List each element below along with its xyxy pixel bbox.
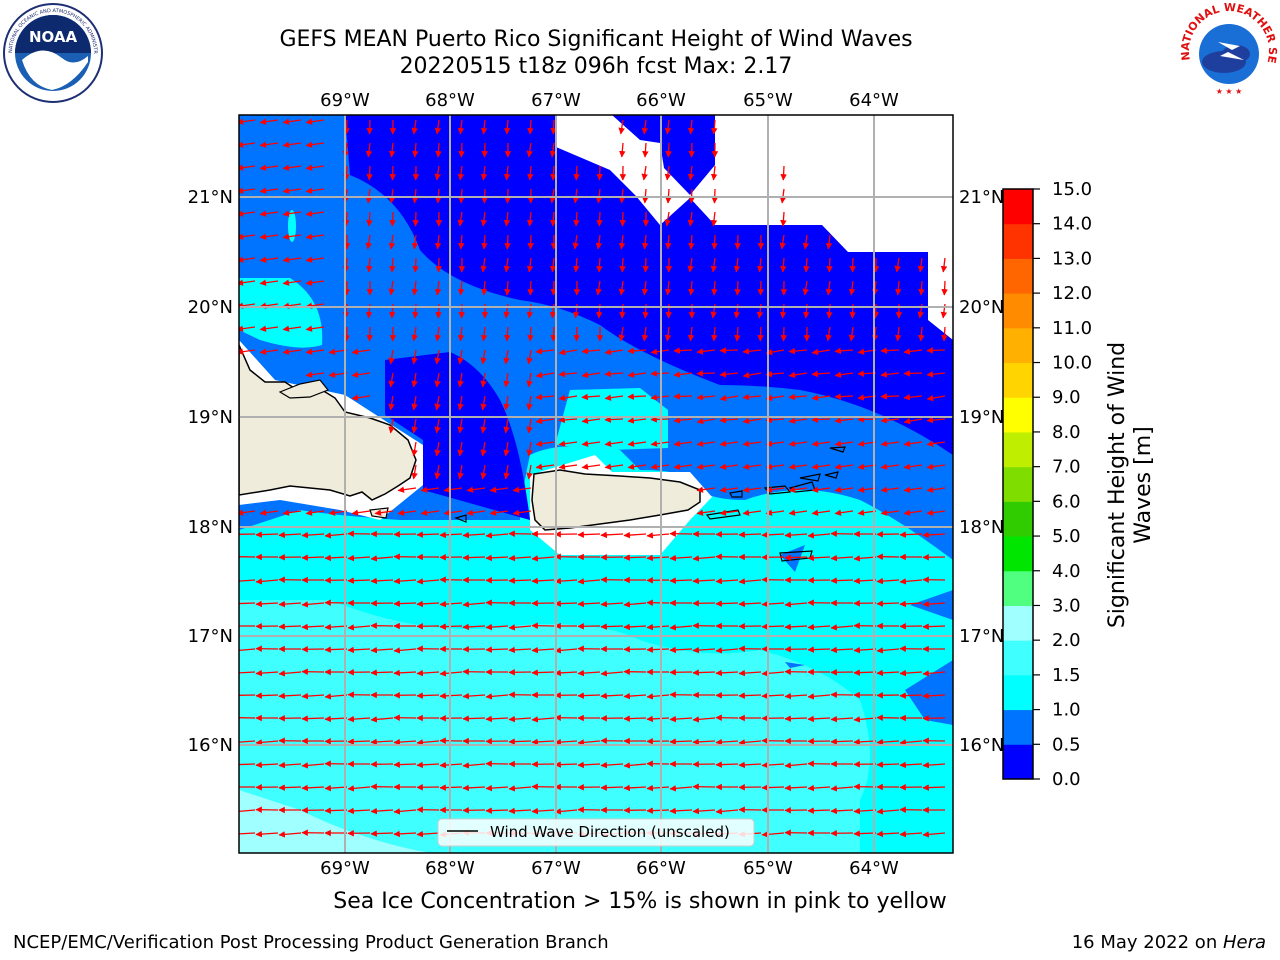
lon-label-top-1: 68°W bbox=[425, 90, 475, 111]
legend-label: Wind Wave Direction (unscaled) bbox=[490, 823, 730, 841]
lat-label-right-1: 20°N bbox=[959, 297, 1004, 318]
colorbar-tick-0: 0.0 bbox=[1052, 769, 1081, 790]
lon-label-bottom-3: 66°W bbox=[636, 858, 686, 879]
colorbar-tick-14: 12.0 bbox=[1052, 283, 1092, 304]
vieques-island bbox=[705, 509, 741, 520]
map-gridlines bbox=[239, 115, 953, 853]
colorbar-tick-4: 2.0 bbox=[1052, 630, 1081, 651]
map-frame bbox=[238, 114, 954, 854]
colorbar-segment-1 bbox=[1003, 709, 1033, 745]
colorbar-segment-14 bbox=[1003, 258, 1033, 294]
lat-label-left-2: 19°N bbox=[188, 407, 233, 428]
colorbar-segment-4 bbox=[1003, 605, 1033, 641]
colorbar-label-line1: Significant Height of Wind bbox=[1105, 342, 1130, 628]
footer-date-text: 16 May 2022 on bbox=[1071, 932, 1223, 953]
colorbar-segment-3 bbox=[1003, 640, 1033, 676]
lon-label-bottom-2: 67°W bbox=[531, 858, 581, 879]
map-legend: Wind Wave Direction (unscaled) bbox=[437, 818, 755, 847]
sea-ice-note: Sea Ice Concentration > 15% is shown in … bbox=[333, 889, 947, 914]
colorbar-tick-10: 8.0 bbox=[1052, 422, 1081, 443]
lon-label-bottom-5: 64°W bbox=[849, 858, 899, 879]
lat-label-right-3: 18°N bbox=[959, 517, 1004, 538]
noaa-logo: NOAA NATIONAL OCEANIC AND ATMOSPHERIC AD… bbox=[2, 2, 103, 103]
lon-label-top-2: 67°W bbox=[531, 90, 581, 111]
colorbar-label-line2: Waves [m] bbox=[1131, 426, 1156, 543]
nws-logo: NATIONAL WEATHER SERVICE ★ ★ ★ bbox=[1178, 2, 1279, 101]
colorbar-tick-5: 3.0 bbox=[1052, 595, 1081, 616]
svg-text:★ ★ ★: ★ ★ ★ bbox=[1216, 87, 1243, 96]
colorbar-segment-5 bbox=[1003, 570, 1033, 606]
chart-title-line2: 20220515 t18z 096h fcst Max: 2.17 bbox=[399, 54, 793, 79]
colorbar-segment-7 bbox=[1003, 501, 1033, 537]
colorbar-segment-8 bbox=[1003, 466, 1033, 502]
colorbar-segment-12 bbox=[1003, 327, 1033, 364]
colorbar-segment-15 bbox=[1003, 223, 1033, 259]
lat-label-right-0: 21°N bbox=[959, 187, 1004, 208]
colorbar-tick-15: 13.0 bbox=[1052, 248, 1092, 269]
footer-host: Hera bbox=[1222, 932, 1266, 953]
lon-label-top-0: 69°W bbox=[320, 90, 370, 111]
chart-title-line1: GEFS MEAN Puerto Rico Significant Height… bbox=[279, 27, 913, 52]
colorbar-tick-2: 1.0 bbox=[1052, 700, 1081, 721]
colorbar-segment-2 bbox=[1003, 674, 1033, 711]
lat-label-right-4: 17°N bbox=[959, 626, 1004, 647]
footer-branch: NCEP/EMC/Verification Post Processing Pr… bbox=[13, 932, 609, 953]
colorbar-segment-6 bbox=[1003, 536, 1033, 572]
colorbar-tick-7: 5.0 bbox=[1052, 526, 1081, 547]
colorbar-tick-1: 0.5 bbox=[1052, 734, 1081, 755]
colorbar-segment-11 bbox=[1003, 362, 1033, 398]
colorbar-segment-9 bbox=[1003, 431, 1033, 468]
lon-label-bottom-4: 65°W bbox=[743, 858, 793, 879]
colorbar bbox=[1003, 189, 1033, 780]
lat-label-left-1: 20°N bbox=[188, 297, 233, 318]
lat-label-left-5: 16°N bbox=[188, 735, 233, 756]
lat-label-left-3: 18°N bbox=[188, 517, 233, 538]
colorbar-tick-13: 11.0 bbox=[1052, 318, 1092, 339]
wave-band-2-3 bbox=[239, 790, 430, 853]
lat-label-left-0: 21°N bbox=[188, 187, 233, 208]
wave-band-0-0.5-mona bbox=[385, 352, 530, 520]
footer-date: 16 May 2022 on Hera bbox=[1072, 932, 1266, 953]
lon-label-top-3: 66°W bbox=[636, 90, 686, 111]
colorbar-segment-13 bbox=[1003, 293, 1033, 329]
colorbar-tick-3: 1.5 bbox=[1052, 665, 1081, 686]
colorbar-segment-16 bbox=[1003, 189, 1033, 225]
lat-label-right-5: 16°N bbox=[959, 735, 1004, 756]
colorbar-segment-10 bbox=[1003, 397, 1033, 433]
colorbar-tick-12: 10.0 bbox=[1052, 353, 1092, 374]
colorbar-tick-9: 7.0 bbox=[1052, 457, 1081, 478]
lat-label-left-4: 17°N bbox=[188, 626, 233, 647]
noaa-logo-text: NOAA bbox=[29, 28, 78, 46]
lon-label-bottom-1: 68°W bbox=[425, 858, 475, 879]
colorbar-tick-17: 15.0 bbox=[1052, 179, 1092, 200]
wind-wave-arrows bbox=[239, 118, 948, 838]
missing-data-north bbox=[556, 115, 953, 340]
colorbar-tick-6: 4.0 bbox=[1052, 561, 1081, 582]
lon-label-top-4: 65°W bbox=[743, 90, 793, 111]
colorbar-tick-11: 9.0 bbox=[1052, 387, 1081, 408]
colorbar-segment-0 bbox=[1003, 744, 1033, 780]
colorbar-tick-8: 6.0 bbox=[1052, 491, 1081, 512]
colorbar-tick-16: 14.0 bbox=[1052, 214, 1092, 235]
lat-label-right-2: 19°N bbox=[959, 407, 1004, 428]
map-field bbox=[239, 115, 953, 853]
lon-label-top-5: 64°W bbox=[849, 90, 899, 111]
lon-label-bottom-0: 69°W bbox=[320, 858, 370, 879]
